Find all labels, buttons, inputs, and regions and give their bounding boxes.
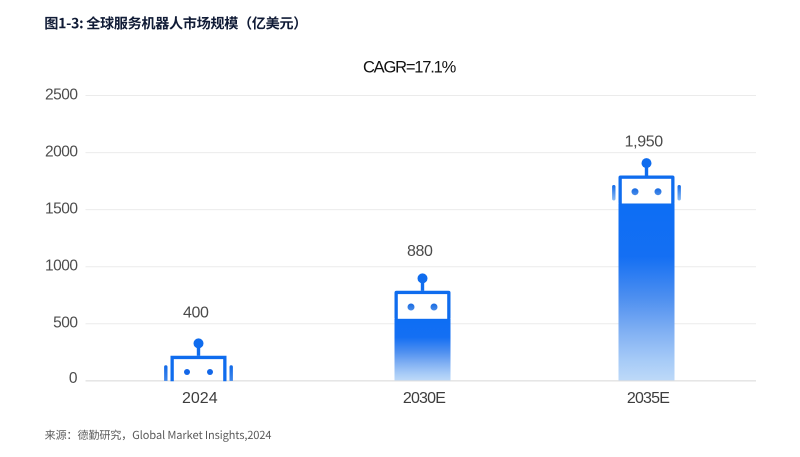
svg-text:2024: 2024: [182, 390, 218, 407]
svg-text:2500: 2500: [45, 86, 78, 103]
svg-text:1000: 1000: [45, 258, 78, 275]
svg-text:500: 500: [53, 315, 78, 332]
svg-text:2035E: 2035E: [627, 390, 669, 407]
svg-text:CAGR=17.1%: CAGR=17.1%: [363, 59, 457, 77]
svg-text:0: 0: [69, 370, 78, 387]
svg-text:1,950: 1,950: [625, 134, 664, 151]
svg-text:1500: 1500: [45, 200, 78, 217]
svg-text:2000: 2000: [45, 143, 78, 160]
svg-text:2030E: 2030E: [403, 390, 445, 407]
svg-text:400: 400: [183, 305, 209, 322]
svg-text:880: 880: [407, 243, 433, 260]
